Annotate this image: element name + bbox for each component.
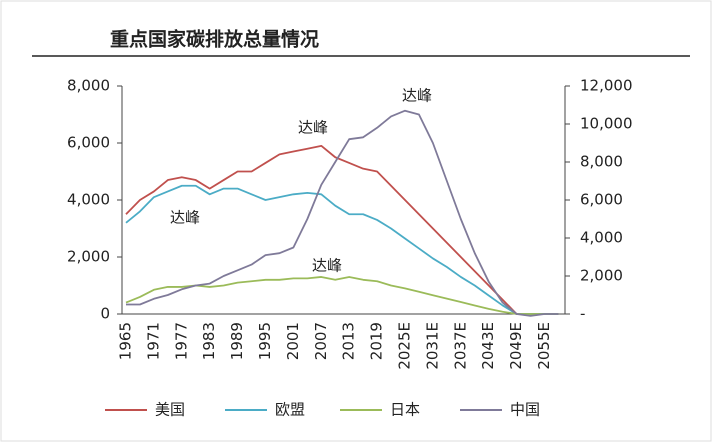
annotation: 达峰 (402, 87, 432, 105)
x-tick-label: 1971 (144, 322, 162, 360)
legend-label: 日本 (390, 401, 420, 419)
x-tick-label: 2025E (396, 322, 414, 370)
x-tick-label: 2019 (368, 322, 386, 360)
y2-tick-label: 4,000 (580, 229, 623, 247)
y2-tick-label: 6,000 (580, 191, 623, 209)
legend-label: 欧盟 (275, 401, 305, 419)
y2-tick-label: 12,000 (580, 77, 633, 95)
x-tick-label: 2031E (423, 322, 441, 370)
annotation: 达峰 (312, 257, 342, 275)
y-tick-label: 8,000 (67, 77, 110, 95)
y2-tick-label: - (580, 305, 585, 323)
x-tick-label: 2055E (535, 322, 553, 370)
x-tick-label: 2007 (312, 322, 330, 360)
y-tick-label: 2,000 (67, 248, 110, 266)
annotation: 达峰 (170, 209, 200, 227)
chart-title: 重点国家碳排放总量情况 (110, 28, 319, 51)
x-tick-label: 1995 (256, 322, 274, 360)
x-tick-label: 2013 (340, 322, 358, 360)
annotation: 达峰 (298, 119, 328, 137)
x-tick-label: 2037E (451, 322, 469, 370)
series-line (125, 144, 559, 315)
y2-tick-label: 2,000 (580, 267, 623, 285)
y-tick-label: 0 (100, 305, 110, 323)
y2-tick-label: 10,000 (580, 115, 633, 133)
y-tick-label: 6,000 (67, 134, 110, 152)
y-tick-label: 4,000 (67, 191, 110, 209)
x-tick-label: 1989 (228, 322, 246, 360)
x-tick-label: 2001 (284, 322, 302, 360)
x-tick-label: 1965 (117, 322, 135, 360)
y2-tick-label: 8,000 (580, 153, 623, 171)
series-line (126, 109, 559, 317)
series-line (125, 276, 559, 315)
x-tick-label: 1977 (172, 322, 190, 360)
x-tick-label: 2043E (479, 322, 497, 370)
legend-label: 中国 (510, 401, 540, 419)
series-line (125, 184, 559, 315)
x-tick-label: 1983 (200, 322, 218, 360)
x-tick-label: 2049E (507, 322, 525, 370)
legend-label: 美国 (155, 401, 185, 419)
